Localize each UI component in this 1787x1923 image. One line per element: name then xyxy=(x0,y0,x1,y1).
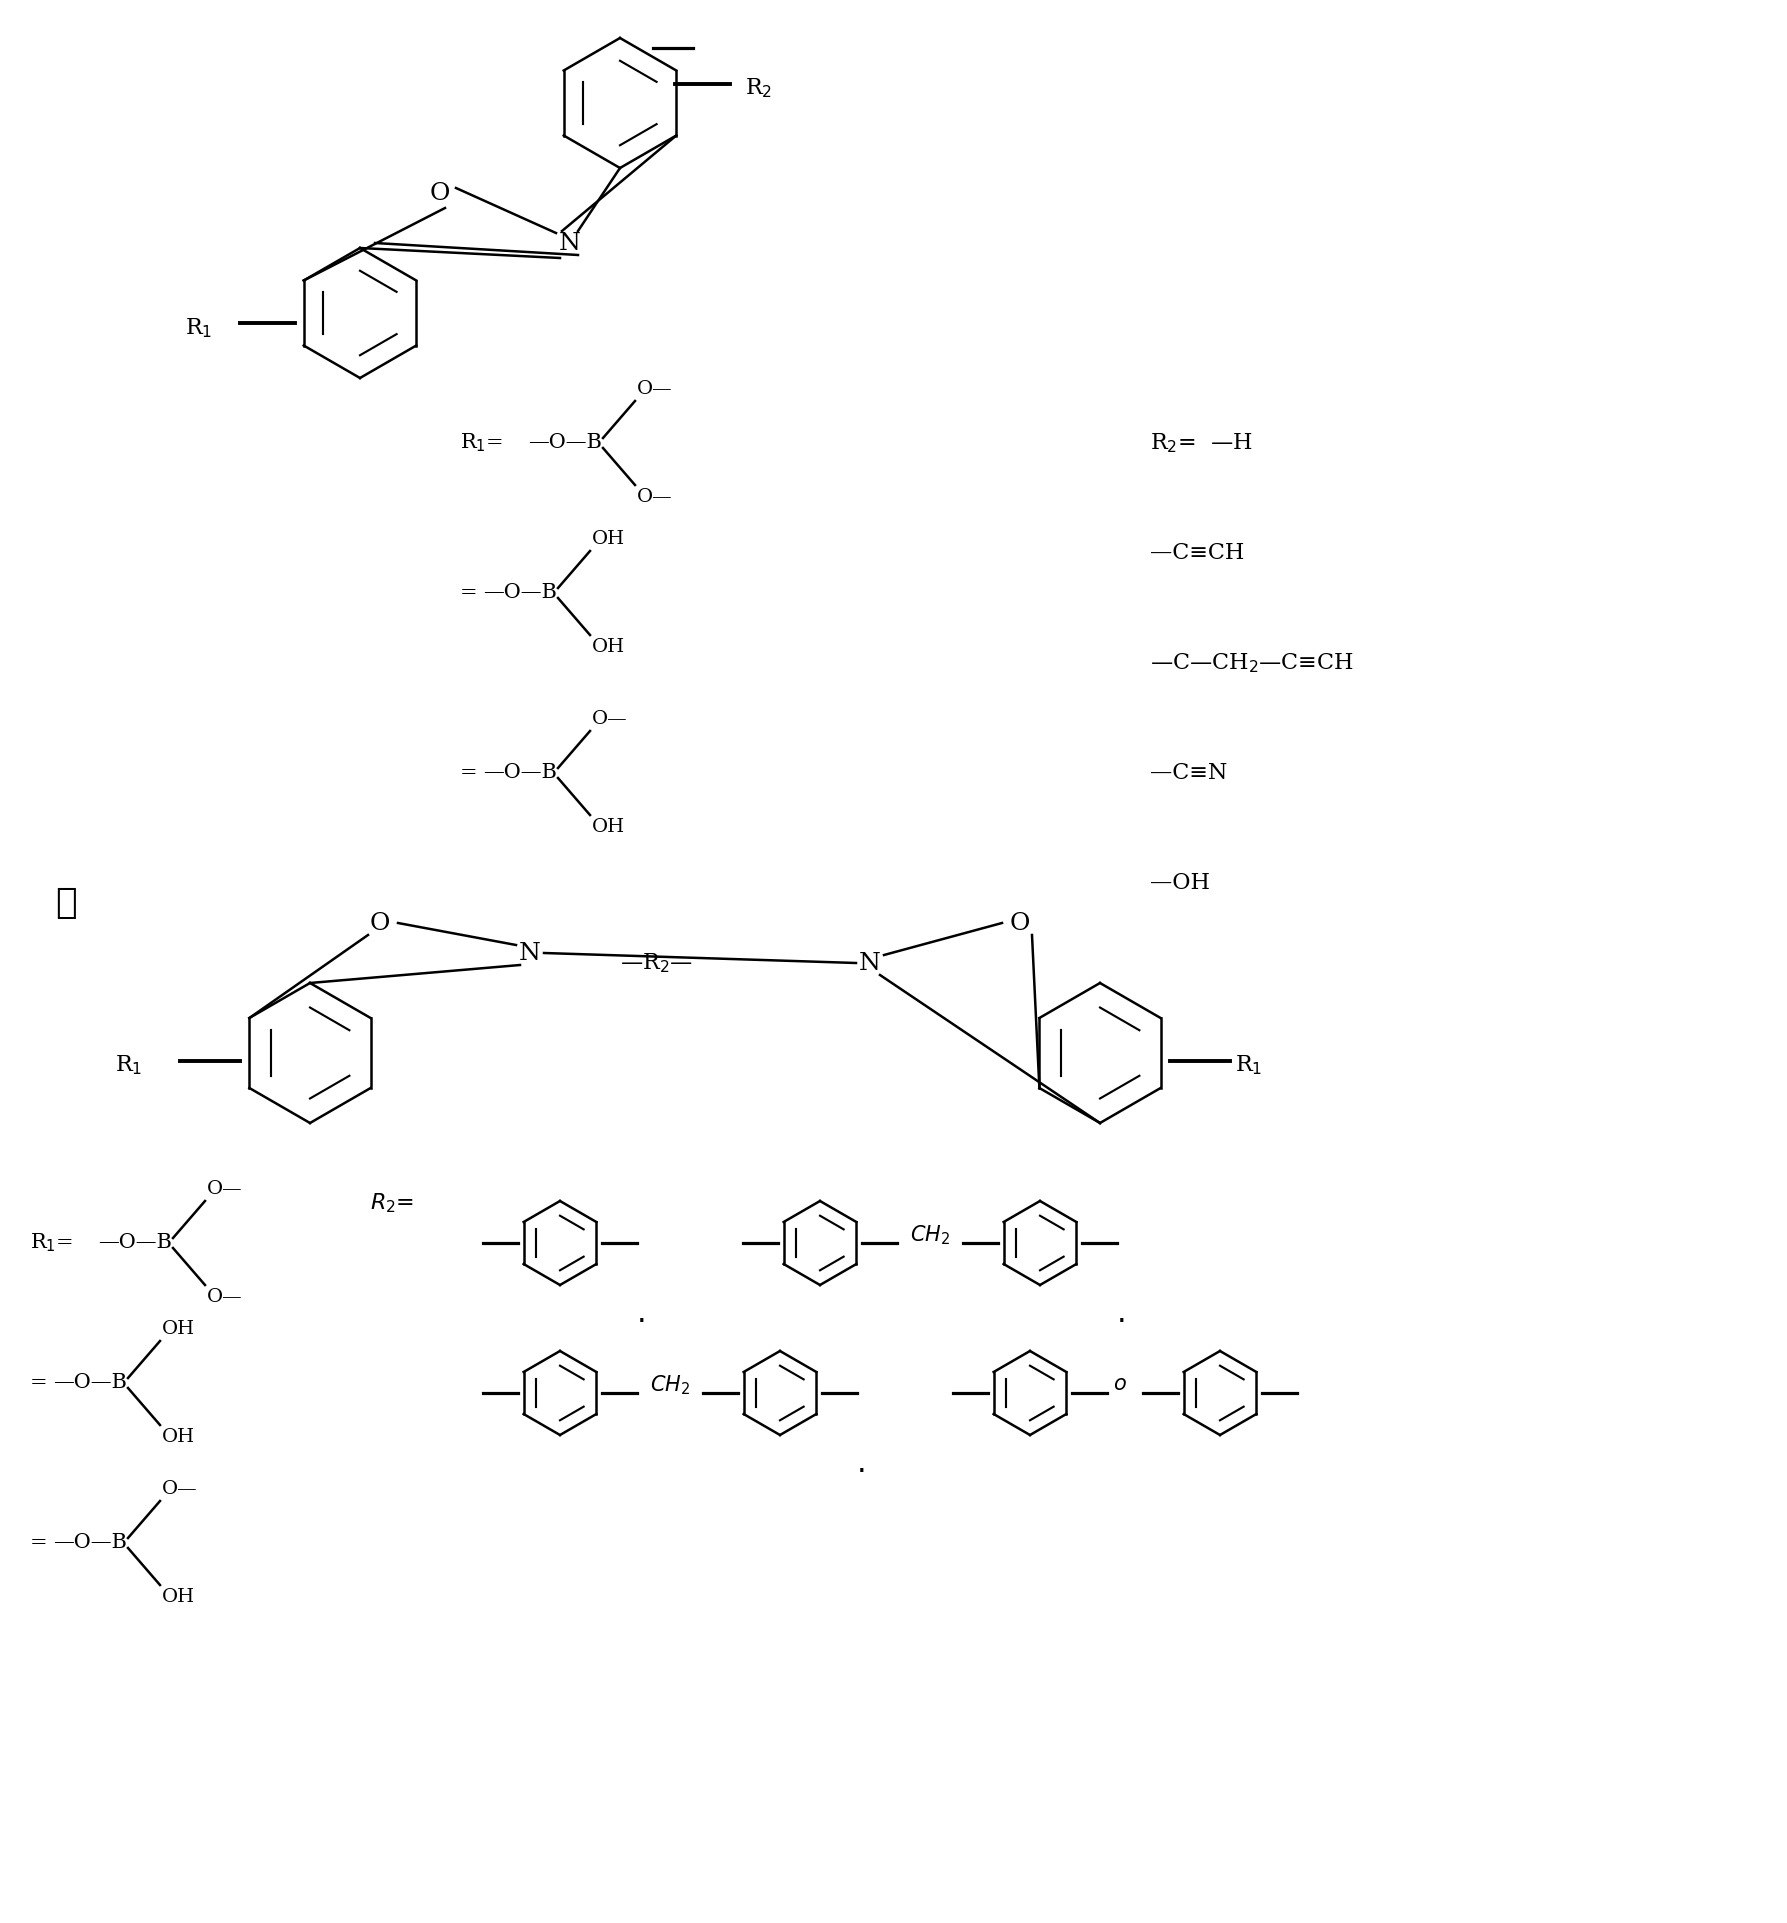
Text: N: N xyxy=(860,952,881,975)
Text: O—: O— xyxy=(207,1288,243,1306)
Text: —C≡N: —C≡N xyxy=(1151,762,1228,785)
Text: OH: OH xyxy=(591,817,625,837)
Text: O—: O— xyxy=(163,1481,198,1498)
Text: N: N xyxy=(559,231,581,254)
Text: —O—B: —O—B xyxy=(482,583,558,602)
Text: R$_1$=: R$_1$= xyxy=(30,1233,75,1254)
Text: R$_2$: R$_2$ xyxy=(745,77,772,100)
Text: O—: O— xyxy=(207,1181,243,1198)
Text: —C≡CH: —C≡CH xyxy=(1151,542,1244,563)
Text: $o$: $o$ xyxy=(1113,1375,1128,1394)
Text: =: = xyxy=(459,763,484,783)
Text: —O—B: —O—B xyxy=(98,1233,172,1252)
Text: R$_1$=: R$_1$= xyxy=(459,431,506,454)
Text: O—: O— xyxy=(636,488,672,506)
Text: —C—CH$_2$—C≡CH: —C—CH$_2$—C≡CH xyxy=(1151,652,1355,675)
Text: .: . xyxy=(858,1448,867,1477)
Text: OH: OH xyxy=(163,1429,195,1446)
Text: =: = xyxy=(30,1533,54,1552)
Text: —R$_2$—: —R$_2$— xyxy=(620,952,693,975)
Text: O—: O— xyxy=(636,381,672,398)
Text: R$_1$: R$_1$ xyxy=(1235,1054,1262,1077)
Text: R$_1$: R$_1$ xyxy=(114,1054,143,1077)
Text: O: O xyxy=(431,181,450,204)
Text: 和: 和 xyxy=(55,887,77,919)
Text: —O—B: —O—B xyxy=(527,433,602,452)
Text: N: N xyxy=(518,942,541,965)
Text: —O—B: —O—B xyxy=(482,763,558,783)
Text: R$_2$=  —H: R$_2$= —H xyxy=(1151,431,1253,456)
Text: R$_1$: R$_1$ xyxy=(186,315,213,340)
Text: —O—B: —O—B xyxy=(54,1533,127,1552)
Text: O: O xyxy=(1010,912,1029,935)
Text: $R_2$=: $R_2$= xyxy=(370,1190,415,1215)
Text: OH: OH xyxy=(591,638,625,656)
Text: $CH_2$: $CH_2$ xyxy=(910,1223,951,1246)
Text: OH: OH xyxy=(163,1588,195,1606)
Text: O: O xyxy=(370,912,390,935)
Text: O—: O— xyxy=(591,710,627,729)
Text: —O—B: —O—B xyxy=(54,1373,127,1392)
Text: OH: OH xyxy=(591,531,625,548)
Text: .: . xyxy=(1117,1298,1128,1327)
Text: .: . xyxy=(638,1298,647,1327)
Text: $CH_2$: $CH_2$ xyxy=(650,1373,690,1396)
Text: —OH: —OH xyxy=(1151,871,1210,894)
Text: =: = xyxy=(459,583,484,602)
Text: OH: OH xyxy=(163,1319,195,1338)
Text: =: = xyxy=(30,1373,54,1392)
